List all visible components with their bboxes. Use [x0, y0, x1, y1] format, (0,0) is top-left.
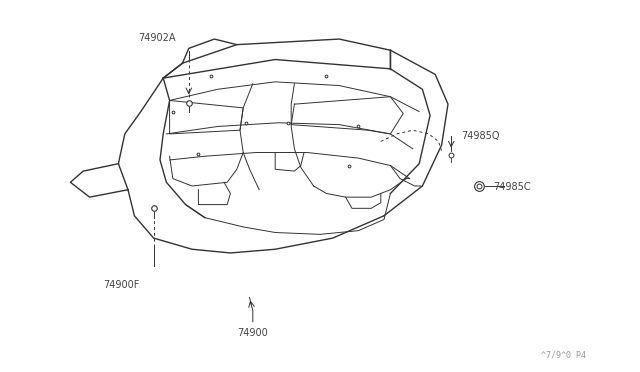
Text: ^7/9^0 P4: ^7/9^0 P4 — [541, 351, 586, 360]
Text: 74902A: 74902A — [138, 33, 175, 43]
Text: 74985Q: 74985Q — [461, 131, 499, 141]
Text: 74900: 74900 — [237, 328, 268, 338]
Text: 74985C: 74985C — [493, 182, 531, 192]
Text: 74900F: 74900F — [104, 280, 140, 290]
